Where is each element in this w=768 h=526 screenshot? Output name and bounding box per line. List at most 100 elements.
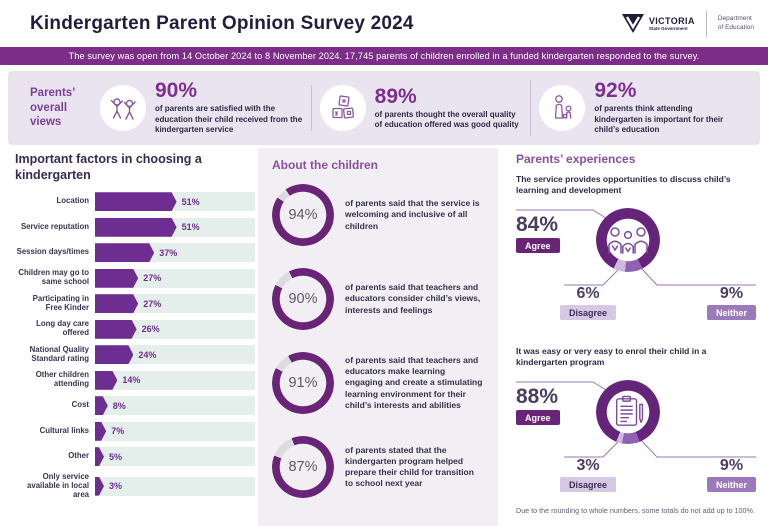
parent-child-icon [555, 95, 572, 120]
overall-stat-quality: 89% of parents thought the overall quali… [310, 85, 531, 131]
building-blocks-icon [332, 95, 354, 119]
overall-stat-satisfaction: 90% of parents are satisfied with the ed… [92, 80, 311, 135]
bar [95, 192, 177, 211]
bar-track: 5% [95, 447, 255, 467]
experiences-title: Parents’ experiences [516, 152, 636, 166]
connector-lines [516, 381, 756, 458]
bar-label: Cultural links [39, 425, 89, 435]
donut-item: 90% of parents said that teachers and ed… [272, 268, 484, 330]
header: Kindergarten Parent Opinion Survey 2024 … [0, 0, 768, 47]
bar-value: 5% [109, 451, 123, 462]
donut-chart: 91% [272, 352, 334, 414]
donut-value: 90% [288, 291, 318, 307]
bar-value: 14% [122, 375, 141, 386]
survey-banner-text: The survey was open from 14 October 2024… [68, 51, 700, 61]
bar-track: 26% [95, 319, 255, 339]
bar-track: 51% [95, 217, 255, 237]
disagree-group: 3% Disagree [560, 457, 617, 493]
experience-chart-enrol: 88% Agree 3% Disagree 9% Neither [516, 374, 756, 502]
bar-row: Location 51% [15, 192, 255, 212]
about-children-section: About the children 94% of parents said t… [258, 148, 498, 526]
bar [95, 294, 138, 313]
bar-track: 37% [95, 243, 255, 263]
bar-label: Location [56, 196, 90, 206]
bar-value: 7% [111, 426, 125, 437]
overall-stat-importance: 92% of parents think attending kindergar… [530, 80, 750, 136]
bar [95, 422, 106, 441]
bar-track: 24% [95, 345, 255, 365]
bar-track: 7% [95, 421, 255, 441]
bar-row: Participating in Free Kinder 27% [15, 294, 255, 314]
overall-views-band: Parents’ overall views 90% of parents ar… [8, 71, 760, 145]
agree-badge: Agree [516, 410, 560, 426]
donut-text: of parents said that the service is welc… [345, 198, 480, 231]
disagree-value: 3% [576, 457, 600, 475]
bar [95, 447, 104, 466]
agree-group: 88% Agree [516, 386, 560, 426]
bar [95, 243, 154, 262]
people-icon [608, 227, 648, 254]
bar [95, 269, 138, 288]
donut-value: 91% [288, 375, 318, 391]
bar-track: 27% [95, 268, 255, 288]
donut-value: 87% [288, 459, 318, 475]
connector-lines [516, 209, 756, 286]
about-title: About the children [272, 158, 378, 172]
bar-value: 27% [143, 298, 162, 309]
donut-chart: 90% [272, 268, 334, 330]
disagree-value: 6% [576, 285, 600, 303]
bar-label: Service reputation [20, 221, 89, 231]
bar-row: Long day care offered 26% [15, 319, 255, 339]
agreement-donut [596, 380, 660, 445]
bar-row: Other children attending 14% [15, 370, 255, 390]
donut-item: 94% of parents said that the service is … [272, 184, 484, 246]
agreement-donut [596, 208, 660, 273]
donut-text: of parents said that teachers and educat… [345, 354, 483, 410]
logo-brand-sub: State Government [648, 26, 688, 31]
logo-brand: VICTORIA [648, 16, 695, 26]
bar-row: Session days/times 37% [15, 243, 255, 263]
bar-value: 24% [138, 349, 157, 360]
page-title: Kindergarten Parent Opinion Survey 2024 [30, 12, 414, 34]
bar-track: 3% [95, 476, 255, 496]
logo-divider [705, 10, 707, 37]
bar-row: Only service available in local area 3% [15, 471, 255, 500]
donut-chart: 87% [272, 436, 334, 498]
bar-value: 27% [143, 273, 162, 284]
bar-value: 37% [159, 247, 178, 258]
survey-banner: The survey was open from 14 October 2024… [0, 47, 768, 65]
bar-row: Service reputation 51% [15, 217, 255, 237]
bar-row: Other 5% [15, 447, 255, 467]
experience-statement: It was easy or very easy to enrol their … [516, 346, 707, 368]
bar-label: National Quality Standard rating [29, 344, 89, 363]
bar-label: Cost [71, 400, 89, 410]
experience-statement: The service provides opportunities to di… [516, 174, 731, 196]
agree-badge: Agree [516, 238, 560, 254]
bar-label: Long day care offered [36, 319, 89, 338]
donut-value: 94% [288, 207, 318, 223]
agree-group: 84% Agree [516, 214, 560, 254]
bar [95, 320, 137, 339]
bar-label: Session days/times [16, 247, 89, 257]
disagree-group: 6% Disagree [560, 285, 617, 321]
bar-row: Cost 8% [15, 396, 255, 416]
neither-badge: Neither [706, 477, 756, 493]
bar-value: 26% [141, 324, 160, 335]
bar-track: 14% [95, 370, 255, 390]
bar-label: Other children attending [35, 370, 89, 389]
logo-department: Department of Education [717, 15, 754, 31]
experiences-section: Parents’ experiences The service provide… [516, 152, 756, 515]
stat-value: 90% [155, 79, 198, 103]
disagree-badge: Disagree [560, 477, 617, 493]
bar [95, 371, 117, 390]
bar [95, 396, 108, 415]
victoria-triangle-icon [621, 13, 644, 33]
disagree-badge: Disagree [560, 305, 617, 321]
factors-section: Important factors in choosing a kinderga… [15, 152, 255, 506]
agree-value: 88% [516, 385, 559, 409]
neither-badge: Neither [706, 305, 756, 321]
stat-text: of parents think attending kindergarten … [594, 104, 724, 135]
donut-text: of parents stated that the kindergarten … [345, 444, 474, 489]
bar-label: Only service available in local area [27, 471, 89, 499]
bar-value: 3% [109, 481, 123, 492]
